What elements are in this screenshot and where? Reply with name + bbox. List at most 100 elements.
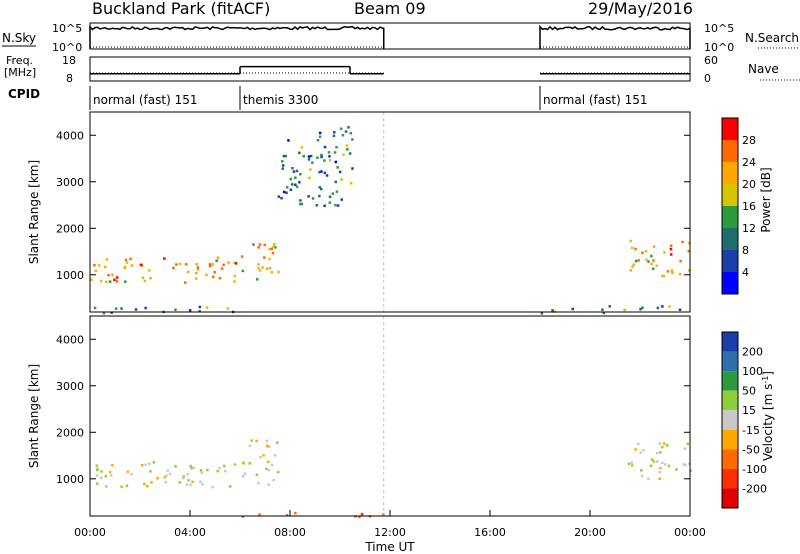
power-plot-cell [107, 273, 110, 277]
power-plot-cell [114, 307, 118, 310]
power-plot-cell [346, 148, 349, 151]
power-plot-cell [195, 263, 198, 266]
power-colorbar-swatch-7 [722, 272, 738, 294]
power-plot-cell [320, 187, 323, 191]
vel-yticks-tick-label-1: 2000 [56, 426, 84, 439]
power-plot-cell [282, 154, 285, 158]
power-plot-cell [688, 269, 691, 272]
power-plot-cell [134, 308, 138, 311]
power-plot-cell [351, 167, 354, 170]
vel-colorbar-tick-2: 50 [742, 385, 756, 398]
power-plot-cell [282, 190, 286, 194]
power-plot-cell [623, 308, 626, 312]
vel-plot-cell [200, 471, 203, 475]
vel-plot-cell [682, 463, 686, 466]
vel-colorbar-tick-1: 100 [742, 365, 763, 378]
vel-plot-cell [164, 481, 168, 484]
power-plot-cell [188, 309, 192, 312]
power-plot-cell [679, 259, 682, 263]
power-plot-cell [195, 277, 198, 280]
power-plot-cell [336, 166, 339, 169]
vel-plot-cell [640, 475, 644, 478]
vel-plot-cell [150, 481, 153, 484]
velocity-colorbar-label: Velocity [m s-1] [761, 371, 775, 461]
vel-plot-cell [126, 470, 130, 473]
vel-plot-cell [100, 476, 103, 480]
power-plot-cell [289, 188, 293, 191]
freq-series [90, 65, 690, 75]
power-plot-cell [263, 243, 266, 247]
vel-plot-cell [265, 439, 269, 443]
nsky-series [89, 24, 691, 49]
vel-plot-cell [190, 466, 193, 470]
power-plot-cell [196, 268, 200, 271]
power-colorbar-swatch-4 [722, 206, 738, 228]
power-colorbar-swatch-5 [722, 228, 738, 250]
power-plot-cell [270, 247, 273, 251]
nsearch-tick-bottom: 10^0 [704, 41, 734, 54]
power-plot-cell [338, 170, 342, 174]
power-plot-cell [277, 270, 280, 274]
freq-tick-top: 18 [62, 54, 76, 67]
power-plot-cell [280, 196, 283, 200]
power-plot-cell [111, 273, 114, 276]
power-plot-cell [309, 154, 313, 158]
power-plot-cell [327, 151, 331, 154]
vel-plot-cell [267, 483, 270, 486]
x-tick-label-3: 12:00 [374, 526, 406, 539]
vel-yticks-tick-label-3: 4000 [56, 333, 84, 346]
vel-colorbar-swatch-0 [722, 332, 738, 352]
power-plot-cell [647, 260, 650, 263]
time-x-axis: 00:00 04:00 08:00 12:00 16:00 20:00 00:00 [74, 510, 706, 539]
power-plot-cell [211, 275, 215, 279]
vel-plot-cell [640, 469, 643, 472]
power-plot-cell [257, 263, 260, 266]
power-plot-cell [571, 307, 574, 311]
power-plot-cell [263, 256, 266, 259]
power-colorbar-tick-1: 24 [742, 156, 756, 169]
power-plot-cell [281, 167, 284, 170]
power-plot-cell [300, 146, 304, 149]
nave-tick-bottom: 0 [704, 72, 711, 85]
vel-plot-cell [95, 464, 98, 467]
power-colorbar-tick-3: 16 [742, 200, 756, 213]
power-plot-cell [208, 263, 212, 266]
power-plot-cell [270, 270, 273, 274]
power-colorbar-swatch-2 [722, 162, 738, 184]
power-plot-cell [184, 263, 188, 266]
power-plot-cell [195, 271, 198, 275]
power-plot-cell [316, 156, 319, 159]
power-plot-cell [656, 306, 660, 310]
power-plot-cell [298, 151, 301, 155]
vel-plot-cell [277, 470, 280, 474]
power-plot-cell [216, 256, 220, 259]
power-plot-cell [307, 158, 311, 161]
power-plot-cell [634, 247, 637, 251]
vel-plot-cell [267, 445, 271, 448]
power-plot-cell [105, 258, 109, 261]
power-plot-cell [94, 269, 97, 273]
power-plot-cell [629, 239, 632, 243]
power-plot-cell [139, 263, 143, 266]
power-plot-cell [294, 176, 297, 179]
vel-plot-cell [248, 462, 251, 465]
vel-plot-cell [186, 472, 189, 476]
power-plot-cell [284, 154, 287, 158]
power-plot-cell [655, 264, 658, 267]
power-plot-cell [318, 194, 321, 198]
vel-colorbar-swatch-2 [722, 371, 738, 391]
power-plot-cell [347, 126, 350, 129]
power-plot-cell [123, 265, 126, 269]
power-plot-cell [348, 152, 352, 155]
power-plot-cell [323, 145, 327, 149]
velocity-colorbar-label-end: ] [761, 371, 775, 376]
power-y-axis: 1000 2000 3000 4000 [56, 129, 690, 282]
vel-plot-cell [686, 442, 689, 445]
vel-plot-cell [178, 481, 181, 484]
power-plot-cell [291, 167, 294, 170]
vel-plot-cell [647, 477, 650, 481]
vel-plot-cell [631, 464, 634, 467]
power-plot-cell [208, 264, 212, 268]
vel-plot-cell [650, 458, 654, 461]
power-plot-cell [670, 253, 673, 256]
